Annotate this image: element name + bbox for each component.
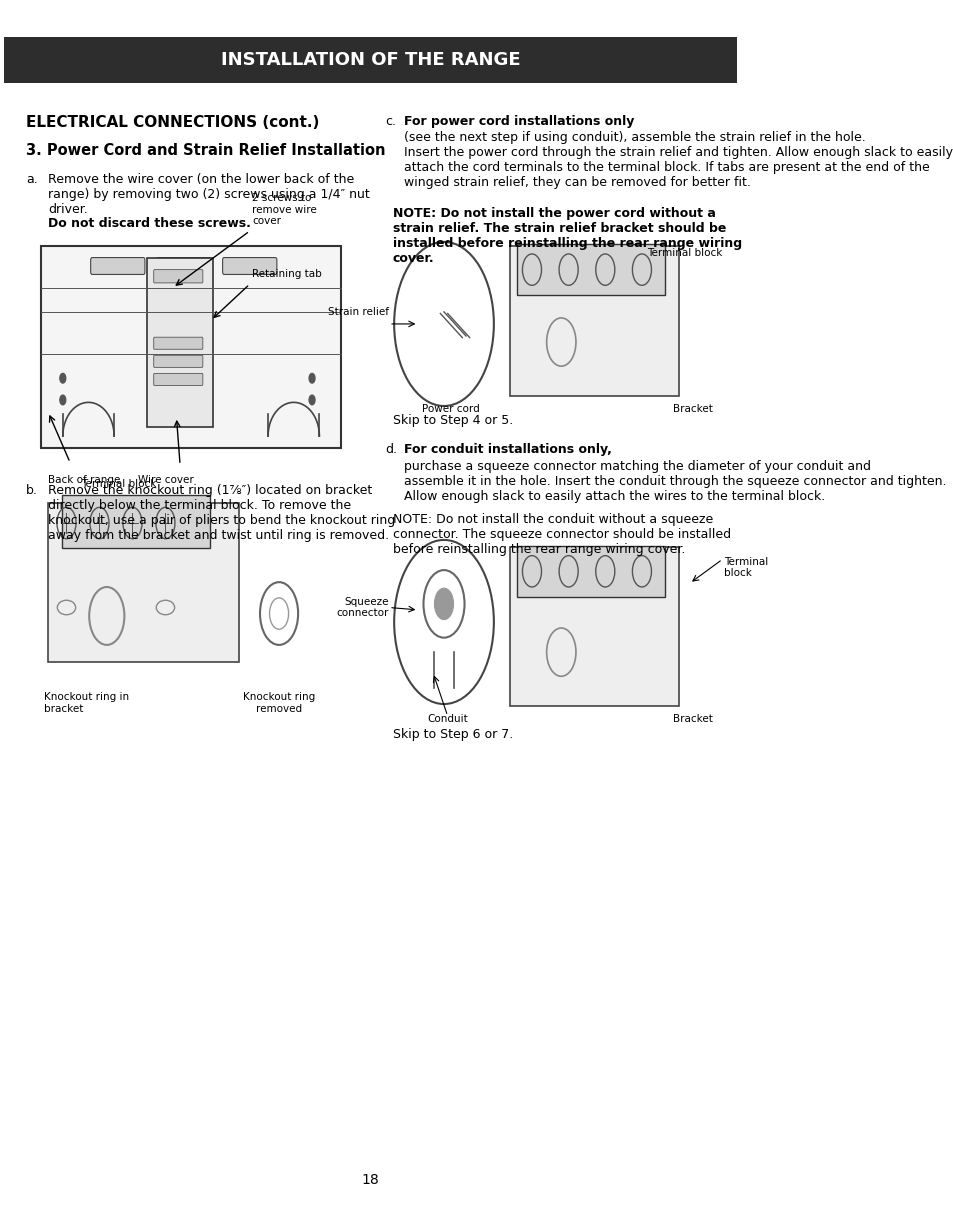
Text: Terminal block: Terminal block bbox=[81, 479, 156, 490]
FancyBboxPatch shape bbox=[153, 355, 203, 367]
Circle shape bbox=[434, 588, 453, 620]
Text: c.: c. bbox=[385, 115, 395, 128]
FancyBboxPatch shape bbox=[4, 36, 737, 83]
Text: Bracket: Bracket bbox=[673, 713, 713, 724]
Text: d.: d. bbox=[385, 443, 397, 457]
Text: Conduit: Conduit bbox=[427, 713, 468, 724]
FancyBboxPatch shape bbox=[510, 547, 678, 706]
Text: Wire cover: Wire cover bbox=[137, 475, 193, 485]
Text: a.: a. bbox=[26, 173, 38, 186]
FancyBboxPatch shape bbox=[156, 258, 211, 275]
FancyBboxPatch shape bbox=[62, 496, 210, 548]
Text: Terminal block: Terminal block bbox=[646, 248, 721, 258]
Text: b.: b. bbox=[26, 485, 38, 497]
Text: Power cord: Power cord bbox=[422, 403, 479, 413]
Text: 18: 18 bbox=[361, 1172, 379, 1187]
Text: Remove the wire cover (on the lower back of the
range) by removing two (2) screw: Remove the wire cover (on the lower back… bbox=[48, 173, 370, 216]
Text: Skip to Step 6 or 7.: Skip to Step 6 or 7. bbox=[393, 728, 513, 741]
Text: NOTE: Do not install the power cord without a
strain relief. The strain relief b: NOTE: Do not install the power cord with… bbox=[393, 207, 741, 265]
FancyBboxPatch shape bbox=[510, 245, 678, 396]
Circle shape bbox=[309, 395, 314, 405]
Text: NOTE: Do not install the conduit without a squeeze
connector. The squeeze connec: NOTE: Do not install the conduit without… bbox=[393, 514, 730, 556]
FancyBboxPatch shape bbox=[153, 373, 203, 385]
Polygon shape bbox=[48, 503, 238, 662]
Text: Do not discard these screws.: Do not discard these screws. bbox=[48, 216, 251, 230]
Circle shape bbox=[60, 395, 66, 405]
FancyBboxPatch shape bbox=[41, 245, 341, 448]
Text: Terminal
block: Terminal block bbox=[723, 556, 767, 578]
Text: Knockout ring
removed: Knockout ring removed bbox=[243, 693, 314, 713]
FancyBboxPatch shape bbox=[153, 270, 203, 283]
Text: Remove the knockout ring (1⅞″) located on bracket
directly below the terminal bl: Remove the knockout ring (1⅞″) located o… bbox=[48, 485, 395, 542]
Text: Squeeze
connector: Squeeze connector bbox=[336, 597, 389, 618]
Text: 3. Power Cord and Strain Relief Installation: 3. Power Cord and Strain Relief Installa… bbox=[26, 143, 385, 158]
Text: Retaining tab: Retaining tab bbox=[252, 270, 321, 279]
Text: Strain relief: Strain relief bbox=[328, 307, 389, 317]
Text: Bracket: Bracket bbox=[673, 403, 713, 413]
Text: Back of range: Back of range bbox=[48, 475, 120, 485]
Text: For conduit installations only,: For conduit installations only, bbox=[403, 443, 611, 457]
Circle shape bbox=[60, 373, 66, 383]
Text: Skip to Step 4 or 5.: Skip to Step 4 or 5. bbox=[393, 414, 513, 428]
FancyBboxPatch shape bbox=[222, 258, 276, 275]
Text: Knockout ring in
bracket: Knockout ring in bracket bbox=[45, 693, 130, 713]
Text: 2 screws to
remove wire
cover: 2 screws to remove wire cover bbox=[252, 193, 316, 226]
FancyBboxPatch shape bbox=[91, 258, 145, 275]
FancyBboxPatch shape bbox=[153, 338, 203, 349]
Circle shape bbox=[309, 373, 314, 383]
Text: purchase a squeeze connector matching the diameter of your conduit and
assemble : purchase a squeeze connector matching th… bbox=[403, 460, 945, 503]
Text: ELECTRICAL CONNECTIONS (cont.): ELECTRICAL CONNECTIONS (cont.) bbox=[26, 115, 319, 130]
FancyBboxPatch shape bbox=[516, 244, 664, 295]
Text: For power cord installations only: For power cord installations only bbox=[403, 115, 634, 128]
Text: (see the next step if using conduit), assemble the strain relief in the hole.
In: (see the next step if using conduit), as… bbox=[403, 131, 952, 188]
FancyBboxPatch shape bbox=[147, 258, 213, 426]
FancyBboxPatch shape bbox=[516, 546, 664, 597]
Text: INSTALLATION OF THE RANGE: INSTALLATION OF THE RANGE bbox=[221, 51, 520, 69]
